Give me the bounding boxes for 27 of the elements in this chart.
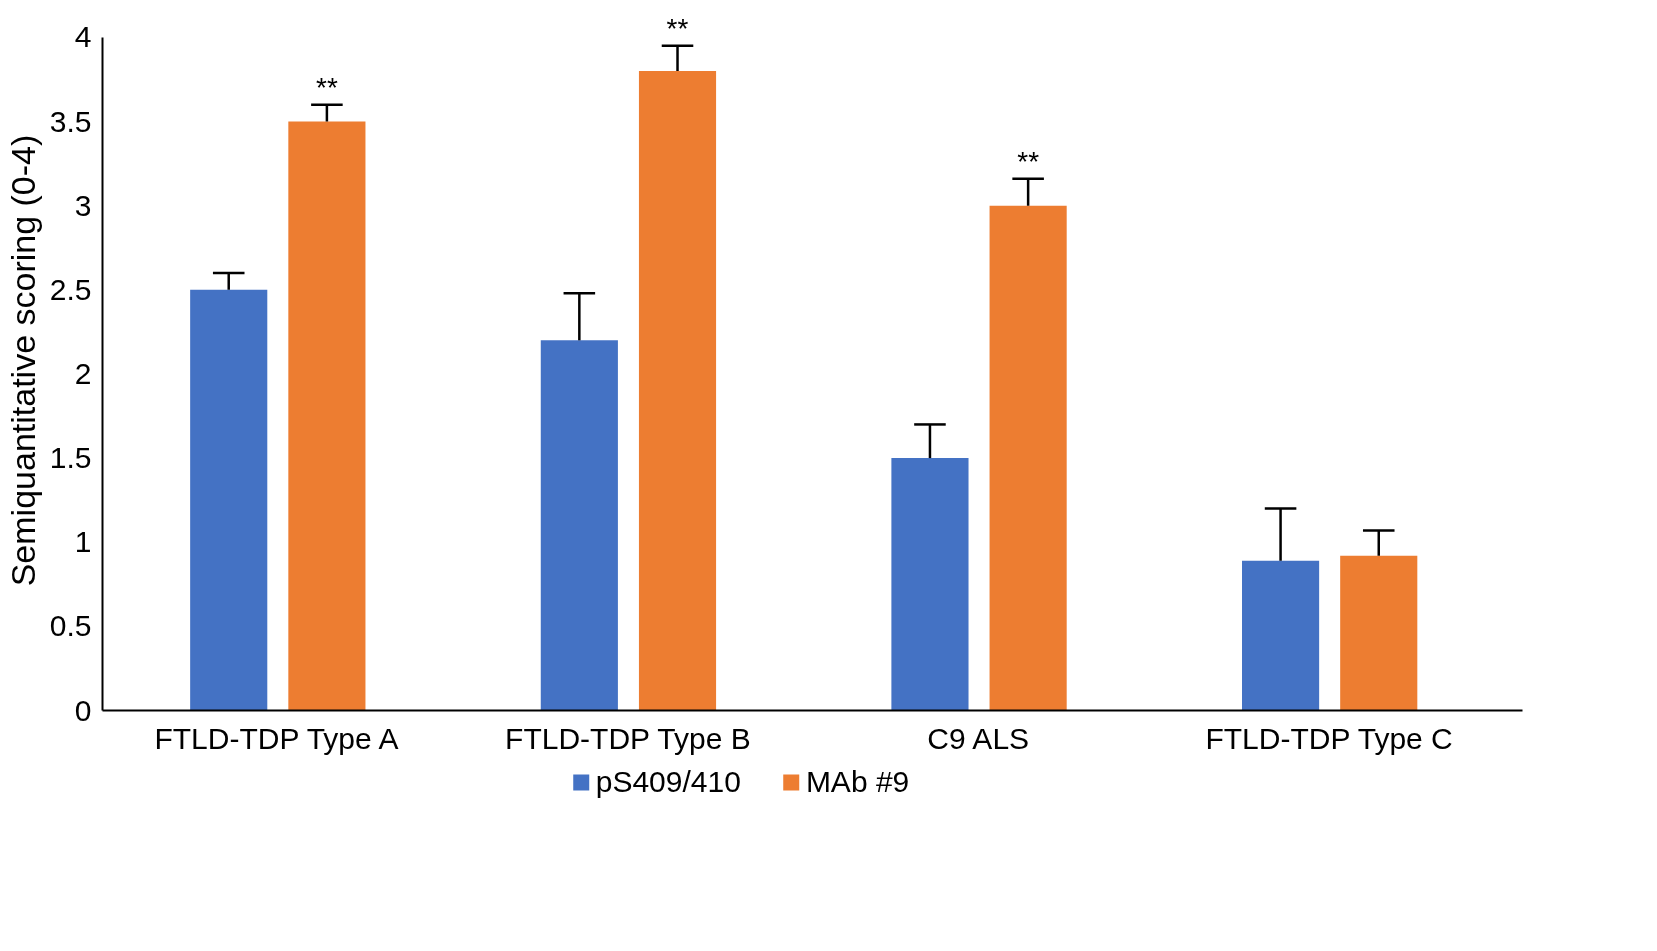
bar: [288, 121, 366, 711]
y-tick-label: 0.5: [49, 609, 92, 643]
y-tick-label: 2.5: [49, 272, 92, 306]
y-tick-label: 1.5: [49, 441, 92, 475]
x-tick-label: FTLD-TDP Type A: [154, 721, 399, 755]
bar: [1340, 555, 1418, 711]
y-axis-title: Semiquantitative scoring (0-4): [3, 134, 42, 587]
y-tick-label: 1: [74, 525, 92, 559]
bar: [1242, 560, 1320, 711]
data-label: **: [666, 12, 689, 44]
x-tick-label: FTLD-TDP Type C: [1205, 721, 1453, 755]
x-tick-label: C9 ALS: [927, 721, 1030, 755]
bar: [638, 71, 717, 711]
y-tick-label: 0: [74, 693, 92, 727]
y-tick-label: 4: [74, 20, 92, 54]
y-tick-label: 3.5: [49, 104, 92, 138]
bar: [540, 340, 618, 711]
legend-label: pS409/410: [595, 765, 741, 799]
x-tick-label: FTLD-TDP Type B: [505, 721, 751, 755]
data-label: **: [316, 71, 338, 103]
bar: [190, 289, 268, 711]
y-tick-label: 2: [74, 356, 92, 390]
data-label: **: [1017, 145, 1040, 177]
bar: [891, 458, 969, 711]
legend-label: MAb #9: [805, 765, 910, 799]
bar: [989, 205, 1067, 711]
y-tick-label: 3: [74, 188, 92, 222]
